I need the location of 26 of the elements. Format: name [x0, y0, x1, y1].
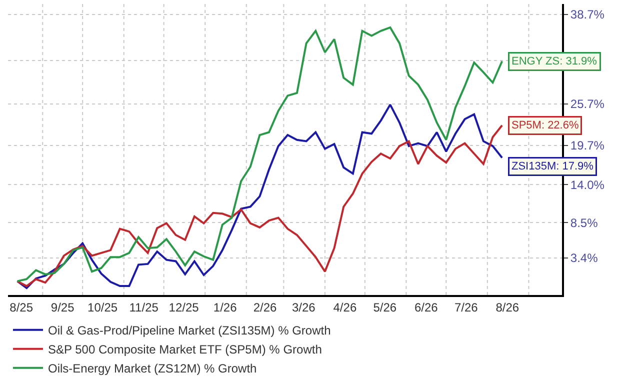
legend-label: Oils-Energy Market (ZS12M) % Growth — [48, 362, 257, 376]
annotation: ZSI135M: 17.9% — [512, 160, 594, 172]
x-tick-label: 9/25 — [50, 300, 75, 314]
legend-label: Oil & Gas-Prod/Pipeline Market (ZSI135M) % Growth — [48, 324, 331, 338]
y-tick-label: 3.4% — [570, 250, 598, 265]
x-tick-label: 10/25 — [88, 300, 118, 314]
x-tick-label: 7/26 — [454, 300, 478, 314]
y-tick-label: 8.5% — [570, 216, 598, 230]
x-tick-label: 2/26 — [253, 300, 278, 314]
line-series — [16, 26, 504, 282]
y-tick-label: 14.0% — [570, 178, 605, 192]
x-tick-label: 1/26 — [213, 300, 238, 314]
x-tick-label: 4/26 — [333, 300, 357, 314]
x-tick-label: 5/26 — [373, 300, 397, 314]
x-tick-label: 3/26 — [292, 300, 316, 314]
y-tick-label: 25.7% — [570, 97, 605, 112]
x-tick-label: 8/25 — [10, 300, 34, 314]
x-tick-label: 11/25 — [129, 300, 159, 314]
annotation: ENGY ZS: 31.9% — [512, 56, 598, 68]
x-tick-label: 8/26 — [496, 300, 520, 314]
y-tick-label: 19.7% — [570, 138, 605, 153]
annotation: SP5M: 22.6% — [512, 120, 579, 132]
x-tick-label: 6/26 — [414, 300, 438, 314]
y-tick-label: 38.7% — [570, 8, 605, 22]
x-tick-label: 12/25 — [168, 300, 200, 314]
legend-label: S&P 500 Composite Market ETF (SP5M) % Growth — [48, 342, 322, 357]
